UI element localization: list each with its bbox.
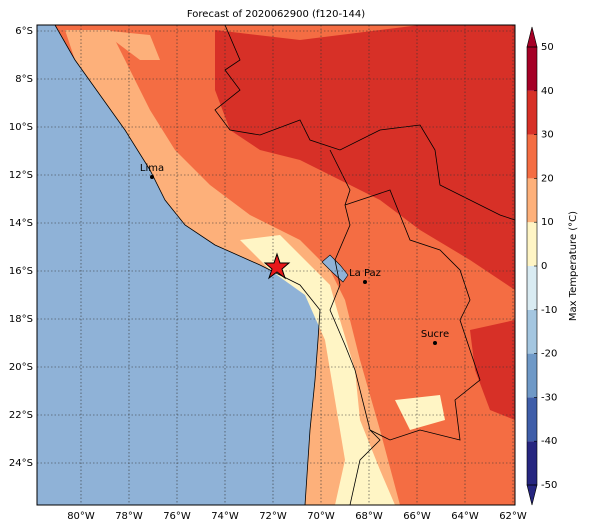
colorbar-tick-label: -30 [541, 392, 557, 403]
colorbar-bin [527, 134, 537, 179]
colorbar-tick-label: 20 [541, 173, 554, 184]
colorbar-tick-label: -20 [541, 349, 557, 360]
colorbar-tick-label: -40 [541, 436, 557, 447]
lake [321, 254, 349, 283]
lat-label: 6°S [15, 26, 33, 37]
colorbar-label: Max Temperature (°C) [568, 211, 579, 321]
graticule [37, 25, 515, 505]
mild-patch [100, 30, 160, 60]
city-marker [433, 341, 437, 345]
lon-label: 68°W [355, 511, 383, 522]
colorbar-tick-label: 40 [541, 86, 554, 97]
city-label: Sucre [421, 329, 449, 340]
city-marker [150, 175, 154, 179]
colorbar-bin [527, 309, 537, 354]
colorbar-bin [527, 222, 537, 266]
map-frame [36, 24, 516, 506]
lat-label: 16°S [9, 266, 33, 277]
colorbar-tick-label: 50 [541, 42, 554, 53]
colorbar-bin [527, 178, 537, 223]
lat-label: 12°S [9, 170, 33, 181]
colorbar-tick-label: -10 [541, 305, 557, 316]
lat-label: 24°S [9, 458, 33, 469]
colorbar-extend-low [526, 484, 538, 506]
hot-region [215, 25, 515, 290]
country-border [214, 25, 515, 221]
axis-labels: 6°S 8°S 10°S 12°S 14°S 16°S 18°S 20°S 22°S 24°S 80… [9, 26, 527, 522]
colorbar: -50 -40 -30 -20 -10 0 10 20 30 40 50 Max Temperatur… [526, 26, 579, 506]
city-marker [363, 280, 367, 284]
lat-label: 22°S [9, 410, 33, 421]
mild-band [65, 30, 400, 505]
lon-label: 72°W [259, 511, 287, 522]
colorbar-bin [527, 353, 537, 398]
colorbar-tick-label: 30 [541, 130, 554, 141]
cool-patch [395, 395, 445, 430]
lat-label: 10°S [9, 122, 33, 133]
cities: Lima La Paz Sucre [140, 163, 449, 345]
lat-label: 14°S [9, 218, 33, 229]
colorbar-bin [527, 441, 537, 485]
colorbar-tick-label: 10 [541, 217, 554, 228]
colorbar-tick-label: 0 [541, 261, 547, 272]
colorbar-bin [527, 47, 537, 91]
lat-label: 18°S [9, 314, 33, 325]
coastline [54, 25, 321, 505]
colorbar-bin [527, 266, 537, 310]
lon-label: 78°W [115, 511, 143, 522]
lon-label: 76°W [163, 511, 191, 522]
colorbar-tick-label: -50 [541, 480, 557, 491]
lon-label: 80°W [67, 511, 95, 522]
colorbar-bin [527, 397, 537, 442]
hot-region-south [470, 320, 515, 420]
lon-label: 74°W [211, 511, 239, 522]
lon-label: 66°W [403, 511, 431, 522]
star-marker [263, 252, 291, 280]
colorbar-extend-high [526, 26, 538, 48]
cool-band [240, 235, 395, 505]
lon-label: 62°W [499, 511, 527, 522]
lat-label: 20°S [9, 362, 33, 373]
colorbar-bin [527, 90, 537, 135]
city-label: Lima [140, 163, 164, 174]
lon-label: 70°W [307, 511, 335, 522]
map-title: Forecast of 2020062900 (f120-144) [187, 9, 365, 20]
lat-label: 8°S [15, 74, 33, 85]
lon-label: 64°W [451, 511, 479, 522]
city-label: La Paz [349, 268, 381, 279]
